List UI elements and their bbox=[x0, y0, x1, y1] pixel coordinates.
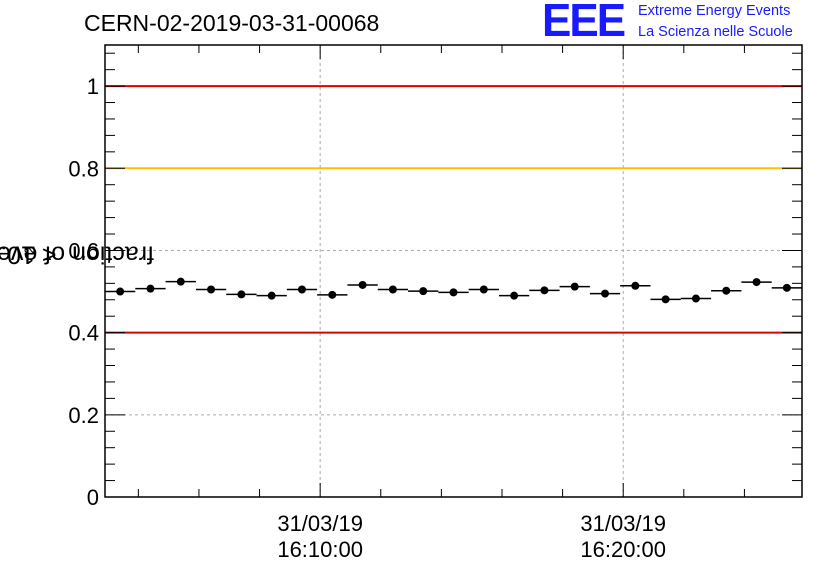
eee-logo: EEE bbox=[542, 0, 626, 47]
axis-ticks bbox=[105, 45, 802, 498]
data-point bbox=[479, 285, 488, 294]
x-tick-label-time: 16:20:00 bbox=[580, 537, 666, 562]
data-point bbox=[631, 281, 640, 290]
data-point bbox=[601, 289, 610, 298]
data-point bbox=[207, 285, 216, 294]
data-point bbox=[237, 290, 246, 299]
y-tick-label: 0.6 bbox=[68, 238, 99, 263]
data-point bbox=[661, 295, 670, 304]
data-point bbox=[388, 285, 397, 294]
y-tick-label: 1 bbox=[87, 74, 99, 99]
data-point bbox=[328, 290, 337, 299]
data-point bbox=[510, 291, 519, 300]
y-tick-label: 0.4 bbox=[68, 321, 99, 346]
data-point bbox=[691, 294, 700, 303]
data-point bbox=[146, 284, 155, 293]
data-point bbox=[752, 278, 761, 287]
data-point bbox=[358, 280, 367, 289]
data-point bbox=[449, 288, 458, 297]
x-tick-label-time: 16:10:00 bbox=[277, 537, 363, 562]
x-tick-label-date: 31/03/19 bbox=[277, 511, 363, 536]
data-point bbox=[297, 285, 306, 294]
grid-lines bbox=[105, 45, 802, 497]
y-tick-label: 0 bbox=[87, 485, 99, 510]
y-tick-label: 0.8 bbox=[68, 156, 99, 181]
y-tick-labels: 0 0.2 0.4 0.6 0.8 1 bbox=[68, 74, 99, 510]
logo-subtitle-2: La Scienza nelle Scuole bbox=[638, 24, 793, 40]
x-tick-label-date: 31/03/19 bbox=[580, 511, 666, 536]
data-point bbox=[570, 282, 579, 291]
data-point bbox=[782, 283, 791, 292]
data-point bbox=[419, 287, 428, 296]
logo-subtitle-1: Extreme Energy Events bbox=[638, 3, 791, 19]
data-point bbox=[176, 277, 185, 286]
y-tick-label: 0.2 bbox=[68, 403, 99, 428]
chart-title: CERN-02-2019-03-31-00068 bbox=[84, 10, 380, 36]
reference-lines bbox=[105, 85, 802, 334]
data-point bbox=[267, 291, 276, 300]
data-point bbox=[540, 286, 549, 295]
plot-frame bbox=[104, 44, 803, 498]
data-point bbox=[722, 286, 731, 295]
data-point bbox=[116, 287, 125, 296]
data-points bbox=[105, 277, 802, 304]
